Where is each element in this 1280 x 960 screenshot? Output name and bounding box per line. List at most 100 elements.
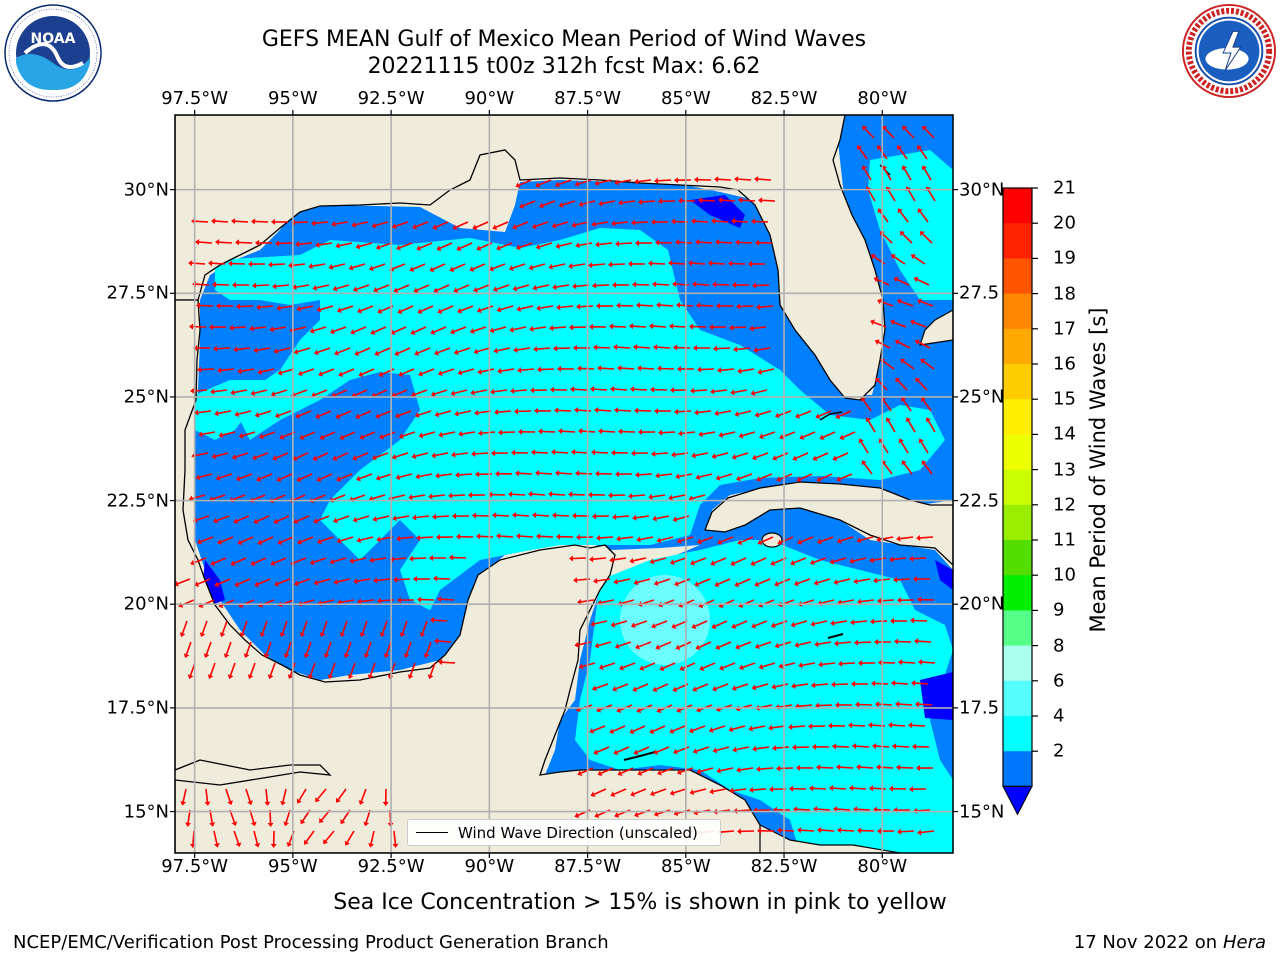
wave-direction-arrow [247,662,256,679]
wave-direction-arrow [776,765,794,772]
wave-direction-arrow [273,347,291,354]
wave-direction-arrow [411,452,429,460]
wave-direction-arrow [571,449,589,456]
wave-direction-arrow [732,281,750,288]
wave-direction-arrow [854,639,872,646]
wave-direction-arrow [696,767,714,775]
wave-direction-arrow [449,263,466,272]
wave-direction-arrow [649,323,667,330]
wave-direction-arrow [797,827,815,834]
wave-direction-arrow [382,788,389,806]
wave-direction-arrow [877,145,888,160]
wave-direction-arrow [214,410,232,417]
wave-direction-arrow [870,618,888,625]
wave-direction-arrow [838,660,856,667]
wave-direction-arrow [897,208,909,223]
wave-direction-arrow [212,281,230,288]
wave-direction-arrow [436,534,454,541]
wave-direction-arrow [358,368,375,378]
wave-direction-arrow [894,638,912,645]
wave-direction-arrow [617,365,635,372]
wave-direction-arrow [738,431,756,439]
wave-direction-arrow [515,179,532,188]
wave-direction-arrow [556,533,574,540]
wave-direction-arrow [690,387,708,394]
wave-direction-arrow [735,239,753,246]
wave-direction-arrow [531,221,549,230]
wave-direction-arrow [610,386,628,393]
wave-direction-arrow [596,534,614,541]
wave-direction-arrow [235,239,253,246]
wave-direction-arrow [489,326,507,334]
wave-direction-arrow [653,746,670,755]
wave-direction-arrow [323,830,335,845]
wave-direction-arrow [508,491,526,498]
wave-direction-arrow [270,557,287,566]
wave-direction-arrow [612,514,630,521]
wave-direction-arrow [799,431,816,440]
wave-direction-arrow [869,557,887,564]
wave-direction-arrow [857,145,868,160]
wave-direction-arrow [412,514,430,521]
wave-direction-arrow [809,785,827,792]
texas-mexico-land [175,299,771,853]
wave-direction-arrow [896,764,914,771]
wave-direction-arrow [329,326,347,335]
wave-direction-arrow [728,725,746,733]
wave-direction-arrow [196,302,214,309]
wave-direction-arrow [674,408,692,415]
wave-direction-arrow [916,534,934,541]
wave-direction-arrow [609,323,627,330]
wave-direction-arrow [434,410,452,418]
wave-direction-arrow [718,431,736,438]
wave-direction-arrow [751,683,769,691]
wave-direction-arrow [195,473,213,481]
chart-title: GEFS MEAN Gulf of Mexico Mean Period of … [261,27,867,52]
wave-direction-arrow [898,659,916,666]
wave-direction-arrow [754,410,772,418]
wave-direction-arrow [416,534,434,541]
wave-direction-arrow [554,407,572,414]
wave-direction-arrow [450,326,467,335]
wave-direction-arrow [433,284,450,294]
wave-direction-arrow [691,620,708,630]
wave-direction-arrow [881,165,892,181]
wave-direction-arrow [319,620,328,637]
wave-direction-arrow [917,145,928,160]
wave-direction-arrow [237,368,255,375]
wave-direction-arrow [711,452,729,460]
wave-direction-arrow [409,555,427,562]
wave-direction-arrow [217,367,235,374]
wave-direction-arrow [609,557,627,563]
wave-direction-arrow [568,263,586,269]
wave-direction-arrow [248,261,266,268]
wave-direction-arrow [350,326,367,335]
wave-direction-arrow [589,556,607,563]
footer-credit: NCEP/EMC/Verification Post Processing Pr… [13,932,609,953]
wave-direction-arrow [893,576,911,583]
colorbar-segment [1003,751,1032,787]
wave-direction-arrow [430,617,448,624]
wave-direction-arrow [438,659,456,666]
wave-direction-arrow [735,641,752,650]
colorbar-tick-label: 17 [1053,318,1076,340]
wave-direction-arrow [359,620,368,637]
wave-direction-arrow [414,347,431,356]
wave-direction-arrow [892,743,910,750]
wave-direction-arrow [403,641,412,658]
wave-direction-arrow [756,473,773,482]
colorbar-segment [1003,575,1032,611]
wave-direction-arrow [357,598,375,605]
gulf-water-cyan-west [195,380,270,440]
wave-direction-arrow [729,324,747,331]
wave-direction-arrow [569,555,587,562]
wave-direction-arrow [708,725,726,733]
gridlines [175,115,953,853]
lon-tick-label-bottom: 82.5°W [750,856,818,877]
sea-ice-caption: Sea Ice Concentration > 15% is shown in … [333,890,947,915]
wave-direction-arrow [711,620,728,630]
wave-direction-arrow [203,641,212,658]
wave-direction-arrow [909,786,927,793]
wave-direction-arrow [919,231,933,244]
wave-direction-arrow [576,303,594,310]
